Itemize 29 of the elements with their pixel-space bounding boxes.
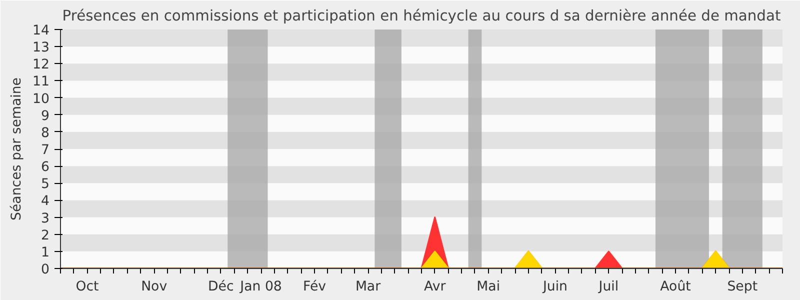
x-tick-label: Jan 08 [239,280,282,294]
x-tick-label: Mar [355,280,382,294]
y-tick-label: 13 [32,40,50,56]
y-axis-title: Séances par semaine [10,78,25,220]
x-tick-label: Avr [424,280,446,294]
y-tick-label: 11 [32,74,50,90]
y-tick-label: 12 [32,58,50,73]
y-tick-label: 9 [41,108,50,124]
y-tick-label: 6 [41,160,50,176]
y-tick-label: 1 [41,245,50,260]
x-tick-label: Fév [303,280,326,294]
x-tick-label: Juil [598,280,619,294]
x-tick-label: Août [660,280,691,294]
y-tick-label: 3 [41,211,50,226]
x-tick-label: Juin [542,280,568,294]
y-tick-label: 7 [41,143,50,158]
x-tick-label: Nov [141,280,168,294]
x-tick-label: Mai [476,280,500,294]
y-tick-label: 10 [32,92,50,107]
y-tick-label: 5 [41,177,50,192]
y-tick-label: 8 [41,126,50,141]
y-tick-label: 0 [41,262,50,278]
y-tick-label: 14 [32,24,50,38]
y-tick-label: 2 [41,228,50,244]
y-tick-label: 4 [41,194,50,210]
chart-title: Présences en commissions et participation en hémicycle au cours d sa dernière année de mandat [62,8,781,24]
x-tick-label: Oct [76,280,99,294]
x-tick-label: Sept [727,280,758,294]
x-tick-label: Déc [208,280,234,294]
